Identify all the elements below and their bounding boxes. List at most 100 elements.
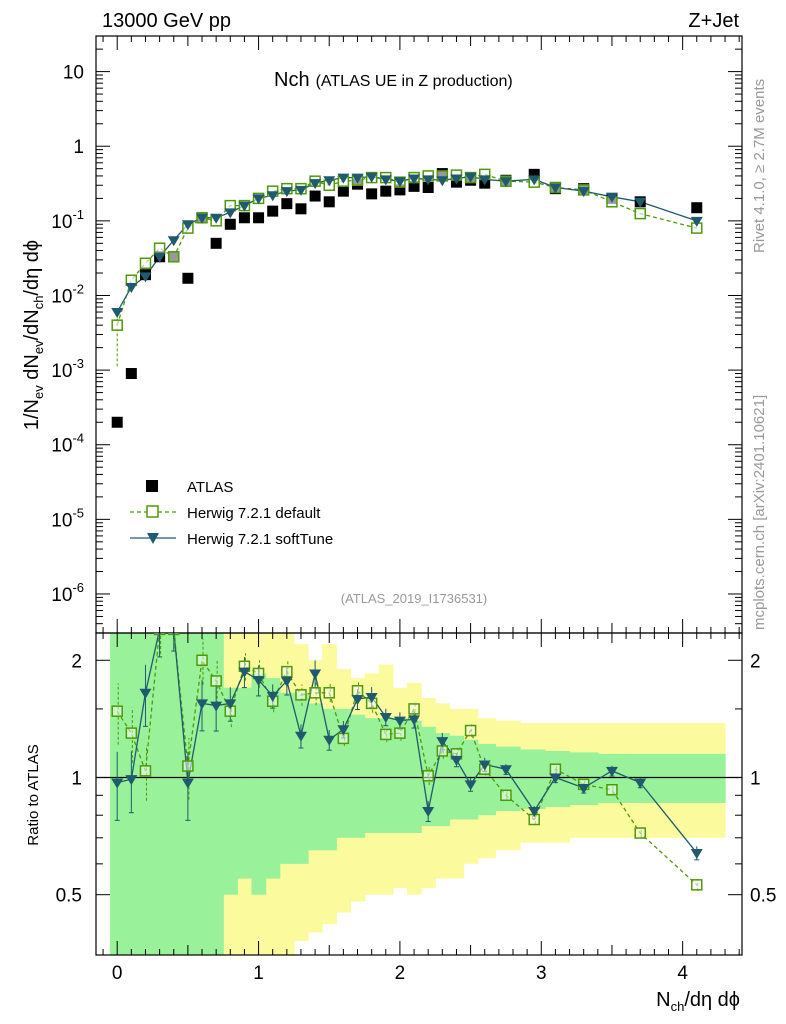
softtune-point bbox=[196, 213, 209, 224]
default-ratio-point bbox=[606, 784, 618, 796]
atlas-point bbox=[528, 168, 540, 180]
default-ratio-point bbox=[295, 689, 307, 701]
softtune-point bbox=[499, 177, 512, 188]
default-ratio-point bbox=[111, 705, 123, 717]
default-point bbox=[634, 207, 646, 220]
default-ratio-point bbox=[691, 879, 703, 891]
default-point bbox=[139, 257, 152, 270]
softtune-point bbox=[422, 175, 435, 186]
default-ratio-point bbox=[408, 703, 420, 715]
series-line-softtune bbox=[116, 176, 697, 313]
softtune-point bbox=[436, 176, 449, 187]
y-tick-label: 10-2 bbox=[51, 281, 84, 307]
softtune-point bbox=[337, 173, 350, 184]
softtune-point bbox=[238, 201, 251, 212]
softtune-ratio-point bbox=[224, 699, 237, 710]
default-ratio-point bbox=[281, 665, 293, 678]
legend-label-softtune: Herwig 7.2.1 softTune bbox=[187, 531, 333, 548]
band-inner-bin bbox=[378, 718, 394, 834]
softtune-point bbox=[323, 176, 336, 187]
legend-marker-default bbox=[146, 505, 159, 518]
atlas-point bbox=[210, 237, 222, 249]
y-tick-label: 10-5 bbox=[51, 505, 84, 531]
y-axis-label: 1/Nev dNev/dNch/dη dϕ bbox=[21, 240, 46, 430]
band-inner-bin bbox=[626, 753, 670, 803]
softtune-ratio-point bbox=[634, 778, 647, 789]
softtune-ratio-point bbox=[379, 712, 392, 723]
softtune-ratio-point bbox=[422, 807, 435, 818]
softtune-point bbox=[379, 175, 392, 186]
softtune-point bbox=[478, 175, 491, 186]
y-tick-label: 10-4 bbox=[51, 431, 84, 457]
legend: ATLAS Herwig 7.2.1 default Herwig 7.2.1 … bbox=[130, 479, 333, 548]
softtune-ratio-point bbox=[478, 760, 491, 771]
x-tick-label: 2 bbox=[395, 963, 406, 984]
atlas-point bbox=[394, 184, 406, 196]
atlas-point bbox=[691, 202, 703, 214]
softtune-ratio-point bbox=[238, 667, 251, 678]
band-inner-bin bbox=[668, 753, 726, 803]
softtune-ratio-point bbox=[464, 780, 477, 791]
softtune-ratio-point bbox=[450, 755, 463, 766]
default-ratio-point bbox=[182, 760, 194, 772]
band-inner-bin bbox=[392, 718, 408, 834]
ratio-tick-label-left: 1 bbox=[71, 768, 82, 789]
atlas-point bbox=[224, 218, 236, 230]
softtune-point bbox=[549, 183, 562, 194]
band-inner-bin bbox=[265, 678, 281, 879]
default-ratio-point bbox=[500, 789, 512, 802]
default-ratio-point bbox=[351, 685, 364, 697]
band-inner-bin bbox=[152, 633, 168, 955]
softtune-ratio-point bbox=[294, 731, 307, 742]
atlas-point bbox=[309, 190, 321, 202]
ratio-tick-label-right: 0.5 bbox=[750, 886, 776, 907]
band-inner-bin bbox=[166, 633, 182, 955]
default-ratio-point bbox=[323, 687, 335, 699]
atlas-point bbox=[408, 180, 420, 192]
ratio-tick-label-right: 2 bbox=[750, 651, 761, 672]
softtune-ratio-point bbox=[499, 765, 512, 776]
softtune-point bbox=[280, 187, 293, 198]
default-ratio-point bbox=[139, 765, 152, 777]
ratio-y-axis-label: Ratio to ATLAS bbox=[25, 744, 42, 845]
softtune-point bbox=[181, 220, 194, 231]
atlas-point bbox=[380, 185, 392, 197]
softtune-ratio-point bbox=[158, 633, 162, 636]
ratio-tick-label-right: 1 bbox=[750, 768, 761, 789]
softtune-point bbox=[266, 191, 279, 202]
softtune-point bbox=[464, 172, 477, 183]
softtune-ratio-point bbox=[408, 715, 421, 726]
softtune-point bbox=[690, 216, 703, 227]
band-inner-bin bbox=[279, 692, 295, 864]
legend-marker-atlas bbox=[146, 480, 158, 492]
softtune-point bbox=[450, 174, 463, 185]
default-ratio-point bbox=[309, 687, 321, 699]
atlas-point bbox=[281, 198, 293, 210]
x-tick-label: 4 bbox=[677, 963, 688, 984]
softtune-point bbox=[365, 172, 378, 183]
y-tick-label: 10-3 bbox=[51, 356, 84, 382]
softtune-point bbox=[111, 308, 124, 319]
softtune-point bbox=[252, 194, 265, 205]
default-ratio-point bbox=[210, 675, 222, 687]
analysis-label: (ATLAS_2019_I1736531) bbox=[341, 591, 487, 606]
default-ratio-point bbox=[394, 727, 406, 739]
default-ratio-point bbox=[549, 763, 562, 775]
default-point bbox=[111, 319, 123, 331]
default-point bbox=[153, 242, 166, 254]
legend-marker-softtune bbox=[147, 533, 159, 544]
legend-label-atlas: ATLAS bbox=[187, 479, 233, 496]
default-ratio-point bbox=[380, 728, 392, 741]
softtune-ratio-point bbox=[252, 675, 265, 686]
atlas-point bbox=[366, 188, 378, 200]
softtune-point bbox=[125, 282, 138, 293]
softtune-point bbox=[294, 185, 307, 196]
chart-title: Nch (ATLAS UE in Z production) bbox=[274, 69, 513, 91]
band-inner-bin bbox=[597, 753, 627, 803]
x-tick-label: 3 bbox=[536, 963, 547, 984]
axis-ticks: 0 1 2 3 4 10 1 10-1 10-2 10-3 10-4 10-5 10-6 2 2 1 1 0.5 0… bbox=[51, 36, 776, 984]
y-tick-label: 10-6 bbox=[51, 580, 84, 606]
default-point bbox=[167, 251, 180, 263]
softtune-point bbox=[153, 252, 166, 263]
